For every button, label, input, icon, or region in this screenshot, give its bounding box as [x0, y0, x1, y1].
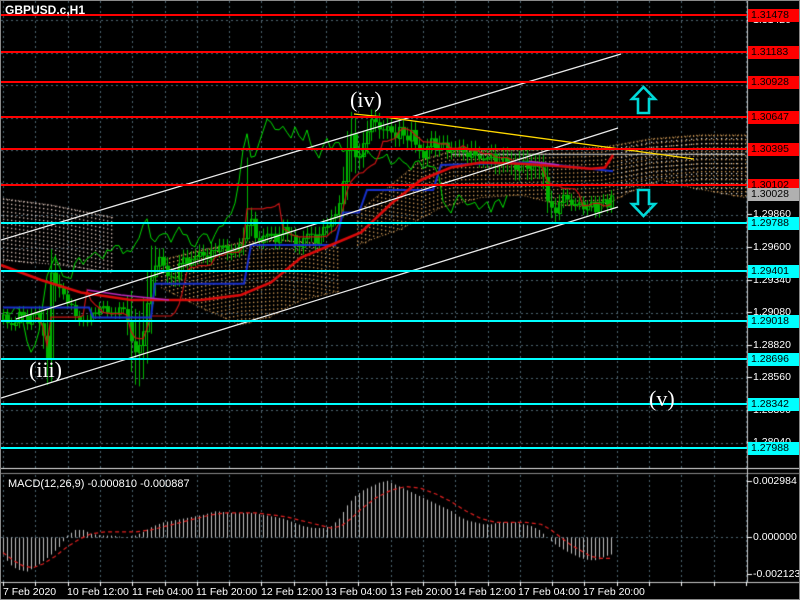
support-price-badge: 1.29018 — [748, 315, 799, 328]
support-price-badge: 1.29401 — [748, 265, 799, 278]
price-tick-label: 1.29860 — [753, 208, 791, 220]
time-tick-label: 17 Feb 04:00 — [518, 586, 580, 598]
resistance-line-1.30647[interactable] — [1, 116, 747, 118]
time-tick-label: 12 Feb 12:00 — [261, 586, 323, 598]
price-tick-label: 1.29600 — [753, 241, 791, 253]
time-tick-label: 14 Feb 12:00 — [454, 586, 516, 598]
time-tick-label: 7 Feb 2020 — [3, 586, 57, 598]
current-price-badge: 1.30028 — [748, 188, 799, 201]
macd-scale-zero: 0.000000 — [753, 531, 797, 543]
wave-label-iv[interactable]: (iv) — [350, 87, 382, 112]
support-line-1.28342[interactable] — [1, 403, 747, 405]
resistance-price-badge: 1.31478 — [748, 9, 799, 22]
macd-scale-max: 0.002984 — [753, 475, 797, 487]
resistance-line-1.30928[interactable] — [1, 81, 747, 83]
resistance-line-1.31478[interactable] — [1, 14, 747, 16]
support-line-1.29401[interactable] — [1, 270, 747, 272]
price-tick-label: 1.29340 — [753, 274, 791, 286]
support-price-badge: 1.27988 — [748, 442, 799, 455]
support-price-badge: 1.29788 — [748, 217, 799, 230]
resistance-price-badge: 1.30395 — [748, 143, 799, 156]
resistance-line-1.30395[interactable] — [1, 148, 747, 150]
time-tick-label: 11 Feb 20:00 — [196, 586, 258, 598]
time-tick-label: 10 Feb 12:00 — [67, 586, 129, 598]
macd-indicator-label: MACD(12,26,9) -0.000810 -0.000887 — [8, 478, 190, 490]
support-line-1.28696[interactable] — [1, 358, 747, 360]
time-tick-label: 17 Feb 20:00 — [583, 586, 645, 598]
trendline-channel-upper[interactable] — [1, 53, 622, 241]
support-line-1.29788[interactable] — [1, 222, 747, 224]
price-tick-label: 1.28820 — [753, 339, 791, 351]
resistance-price-badge: 1.30928 — [748, 76, 799, 89]
time-tick-label: 13 Feb 20:00 — [390, 586, 452, 598]
wave-label-iii[interactable]: (iii) — [29, 357, 62, 382]
price-tick-label: 1.28560 — [753, 371, 791, 383]
chart-title: GBPUSD.c,H1 — [5, 3, 86, 17]
resistance-price-badge: 1.31183 — [748, 46, 799, 59]
support-line-1.29018[interactable] — [1, 320, 747, 322]
time-tick-label: 11 Feb 04:00 — [132, 586, 194, 598]
price-tick-label: 1.29080 — [753, 306, 791, 318]
macd-scale-min: -0.002123 — [753, 568, 800, 580]
support-price-badge: 1.28342 — [748, 398, 799, 411]
wave-label-v[interactable]: (v) — [649, 386, 675, 411]
trendline-yellow-resistance[interactable] — [353, 113, 695, 160]
resistance-line-1.30102[interactable] — [1, 184, 747, 186]
resistance-line-1.31183[interactable] — [1, 51, 747, 53]
resistance-price-badge: 1.30647 — [748, 111, 799, 124]
time-tick-label: 13 Feb 04:00 — [325, 586, 387, 598]
trendline-channel-lower[interactable] — [1, 206, 619, 399]
support-line-1.27988[interactable] — [1, 447, 747, 449]
support-price-badge: 1.28696 — [748, 353, 799, 366]
down-arrow[interactable] — [628, 188, 659, 218]
up-arrow[interactable] — [628, 85, 659, 115]
